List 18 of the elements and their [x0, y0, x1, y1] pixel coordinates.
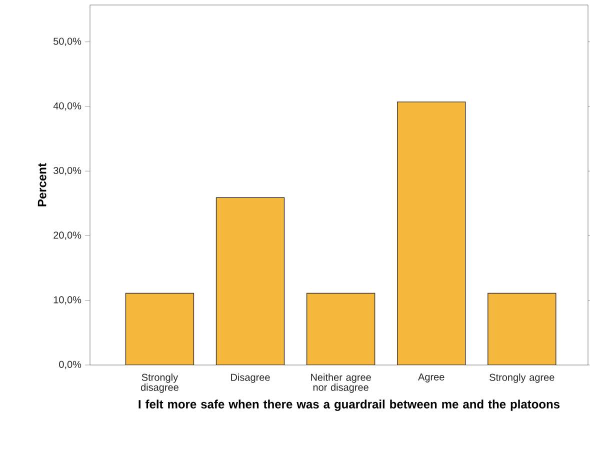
y-tick-label: 50,0% — [54, 38, 82, 46]
bar — [126, 293, 194, 365]
y-tick-label: 10,0% — [54, 296, 82, 304]
y-tick-label: 0,0% — [59, 360, 82, 370]
bar — [397, 102, 466, 365]
x-tick-label: Strongly disagree — [140, 374, 178, 393]
y-tick-label: 20,0% — [54, 232, 82, 240]
y-tick-label: 40,0% — [53, 102, 82, 111]
x-axis-title: I felt more safe when there was a guardrail between me and the platoons — [138, 400, 560, 411]
y-axis-title: Percent — [38, 163, 46, 206]
x-tick-label: Neither agree nor disagree — [311, 374, 371, 393]
bar — [216, 198, 284, 365]
x-tick-label: Strongly agree — [490, 374, 554, 383]
bar — [488, 292, 556, 365]
x-tick-label: Disagree — [231, 374, 270, 383]
x-tick-label: Agree — [418, 374, 444, 382]
y-tick-label: 30,0% — [54, 166, 82, 176]
bar — [306, 293, 375, 365]
